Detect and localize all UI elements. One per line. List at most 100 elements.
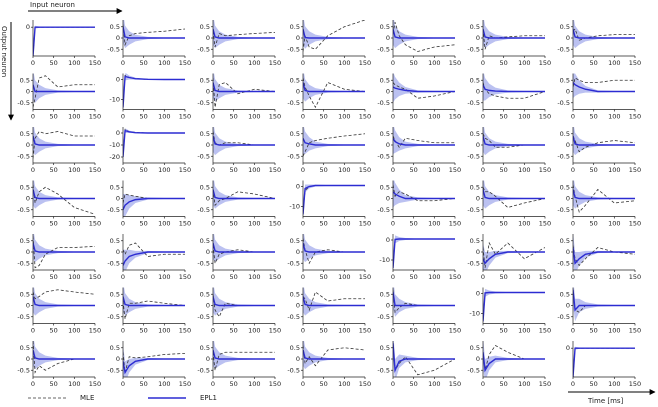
x-tick-label: 50 bbox=[230, 380, 238, 388]
y-tick-label: 0 bbox=[476, 34, 480, 42]
y-tick-label: 0 bbox=[386, 195, 390, 203]
y-tick-label: 0 bbox=[116, 195, 120, 203]
y-tick-label: 0.5 bbox=[20, 183, 30, 191]
y-tick-label: 0 bbox=[116, 76, 120, 84]
y-tick-label: 0 bbox=[26, 23, 30, 31]
y-tick-label: 0 bbox=[206, 248, 210, 256]
epl1-line bbox=[213, 242, 275, 253]
y-tick-label: 0 bbox=[116, 34, 120, 42]
y-tick-label: -0.5 bbox=[287, 99, 300, 107]
x-tick-label: 150 bbox=[269, 166, 281, 174]
y-tick-label: 0.5 bbox=[560, 23, 570, 31]
panel: -0.500.50 50 100 150 bbox=[17, 73, 101, 121]
uncertainty-band bbox=[213, 20, 275, 49]
panel: -0.500.50 50 100 150 bbox=[377, 341, 461, 388]
epl1-line bbox=[483, 291, 545, 322]
y-tick-label: 0.5 bbox=[200, 344, 210, 352]
y-tick-label: 0.5 bbox=[290, 290, 300, 298]
epl1-line bbox=[33, 189, 95, 200]
x-tick-label: 100 bbox=[338, 380, 350, 388]
y-tick-label: -0.5 bbox=[107, 45, 120, 53]
y-tick-label: 0.5 bbox=[290, 344, 300, 352]
mle-line bbox=[573, 77, 635, 88]
y-tick-label: 0 bbox=[476, 290, 480, 298]
uncertainty-band bbox=[303, 127, 365, 154]
x-tick-label: 100 bbox=[428, 220, 440, 228]
panel: -0.500.50 50 100 150 bbox=[287, 234, 371, 281]
y-tick-label: 0 bbox=[26, 248, 30, 256]
panel: -0.500.50 50 100 150 bbox=[107, 287, 191, 335]
panel: -0.500.50 50 100 150 bbox=[107, 234, 191, 281]
mle-line bbox=[393, 184, 455, 202]
mle-line bbox=[123, 74, 185, 108]
mle-line bbox=[123, 24, 185, 47]
y-tick-label: 0.5 bbox=[560, 130, 570, 138]
y-tick-label: 0.5 bbox=[380, 344, 390, 352]
x-tick-label: 0 bbox=[121, 59, 125, 67]
epl1-line bbox=[483, 189, 545, 200]
x-tick-label: 0 bbox=[301, 327, 305, 335]
x-tick-label: 50 bbox=[140, 380, 148, 388]
x-tick-label: 150 bbox=[539, 380, 551, 388]
x-tick-label: 50 bbox=[320, 220, 328, 228]
uncertainty-band bbox=[573, 20, 635, 49]
uncertainty-band bbox=[303, 73, 365, 102]
uncertainty-band bbox=[33, 180, 95, 209]
x-tick-label: 50 bbox=[410, 166, 418, 174]
y-tick-label: 0 bbox=[476, 355, 480, 363]
x-tick-label: 50 bbox=[50, 59, 58, 67]
x-tick-label: 0 bbox=[211, 327, 215, 335]
y-tick-label: 0 bbox=[386, 355, 390, 363]
y-tick-label: 0 bbox=[566, 141, 570, 149]
panel: -0.500.50 50 100 150 bbox=[467, 73, 551, 121]
epl1-line bbox=[573, 189, 635, 200]
x-tick-label: 50 bbox=[500, 59, 508, 67]
x-tick-label: 50 bbox=[590, 166, 598, 174]
epl1-line bbox=[33, 296, 95, 307]
epl1-line bbox=[393, 191, 455, 200]
mle-line bbox=[33, 289, 95, 300]
uncertainty-band bbox=[213, 234, 275, 263]
x-tick-label: 50 bbox=[50, 113, 58, 121]
epl1-line bbox=[213, 189, 275, 200]
x-tick-label: 50 bbox=[410, 220, 418, 228]
x-tick-label: 150 bbox=[89, 380, 101, 388]
y-tick-label: 0 bbox=[26, 195, 30, 203]
mle-line bbox=[573, 245, 635, 267]
y-tick-label: -10 bbox=[109, 96, 120, 104]
y-tick-label: -0.5 bbox=[377, 45, 390, 53]
x-tick-label: 0 bbox=[211, 380, 215, 388]
x-tick-label: 100 bbox=[68, 327, 80, 335]
mle-line bbox=[213, 77, 275, 108]
y-tick-label: -0.5 bbox=[467, 366, 480, 374]
x-tick-label: 100 bbox=[608, 273, 620, 281]
x-tick-label: 150 bbox=[269, 380, 281, 388]
uncertainty-band bbox=[573, 73, 635, 99]
y-tick-label: 0.5 bbox=[110, 290, 120, 298]
uncertainty-band bbox=[123, 20, 185, 49]
panel: -0.500.50 50 100 150 bbox=[17, 180, 101, 228]
panel: -0.500.50 50 100 150 bbox=[467, 20, 551, 67]
x-tick-label: 100 bbox=[428, 113, 440, 121]
x-tick-label: 150 bbox=[89, 166, 101, 174]
panel: 0 0 50 100 150 bbox=[26, 20, 101, 67]
mle-line bbox=[33, 341, 95, 374]
y-tick-label: -0.5 bbox=[197, 99, 210, 107]
x-tick-label: 100 bbox=[158, 380, 170, 388]
x-tick-label: 0 bbox=[121, 327, 125, 335]
y-tick-label: -0.5 bbox=[197, 206, 210, 214]
panel: -10 0 0 50 100 150 bbox=[109, 73, 191, 121]
x-tick-label: 100 bbox=[158, 113, 170, 121]
x-tick-label: 150 bbox=[269, 113, 281, 121]
y-tick-label: 0.5 bbox=[110, 183, 120, 191]
input-label: Input neuron bbox=[30, 1, 75, 9]
mle-line bbox=[33, 236, 95, 269]
x-tick-label: 100 bbox=[608, 113, 620, 121]
x-tick-label: 0 bbox=[481, 327, 485, 335]
y-tick-label: 0 bbox=[476, 195, 480, 203]
panel: -0.500.50 50 100 150 bbox=[197, 73, 281, 121]
x-tick-label: 150 bbox=[629, 166, 641, 174]
x-tick-label: 0 bbox=[301, 220, 305, 228]
y-tick-label: -0.5 bbox=[467, 152, 480, 160]
